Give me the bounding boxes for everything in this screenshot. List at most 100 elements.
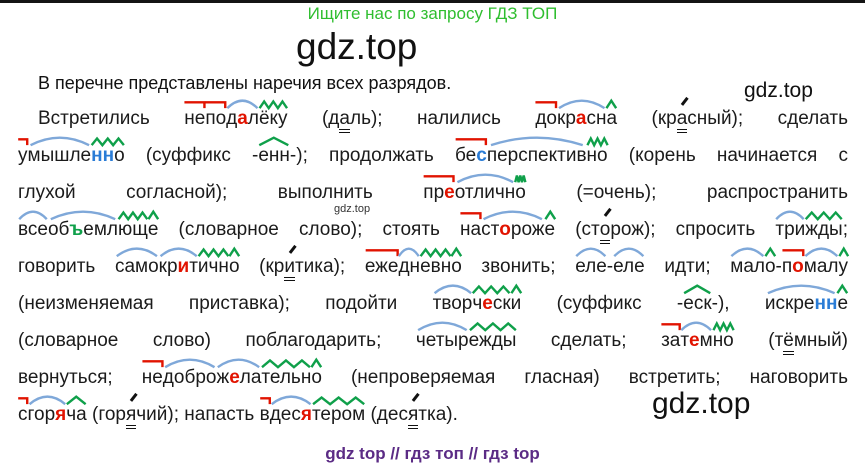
root-morpheme-mark-icon <box>730 247 765 257</box>
text-segment: (корень начинается с <box>607 145 849 166</box>
text-segment: (гор <box>86 404 126 425</box>
morpheme-segment: тером <box>312 404 365 426</box>
morpheme-segment: ежды <box>469 330 516 352</box>
morpheme-segment: о <box>765 256 776 278</box>
morpheme-segment: отличн <box>455 182 515 204</box>
morpheme-segment: дал <box>226 108 259 130</box>
letter-group: ж <box>216 367 230 388</box>
letter-group: дес <box>269 404 301 425</box>
root-morpheme-mark-icon <box>270 395 312 405</box>
morpheme-segment: ча <box>66 404 87 426</box>
text-segment: Встретились <box>38 108 185 129</box>
letter-group: сн <box>586 108 607 129</box>
morpheme-segment: еле <box>575 256 607 278</box>
morpheme-segment: и <box>511 293 521 315</box>
highlighted-letter: е <box>229 367 240 388</box>
morpheme-segment: жела <box>216 367 261 389</box>
highlighted-letter: и <box>177 256 190 277</box>
morpheme-segment: о <box>311 367 322 389</box>
highlighted-letter: с <box>476 145 487 166</box>
morpheme-segment: ичн <box>198 256 229 278</box>
text-segment: сный); сделать <box>687 108 848 129</box>
morpheme-segment: а <box>339 108 350 133</box>
letter-group: кр <box>158 256 178 277</box>
morpheme-segment: перспектив <box>487 145 587 167</box>
morpheme-segment: добро <box>163 367 216 389</box>
letter-group: искре <box>764 293 815 314</box>
text-segment: (=очень); распространить <box>525 182 848 203</box>
root-morpheme-mark-icon <box>28 136 92 146</box>
letter-group: т <box>189 256 198 277</box>
morpheme-segment: красн <box>557 108 606 130</box>
highlighted-letter: а <box>575 108 587 129</box>
text-segment: звонить; <box>461 256 576 277</box>
morpheme-segment: и <box>284 256 295 281</box>
morpheme-segment: а <box>606 108 617 130</box>
morpheme-segment: четыр <box>416 330 469 352</box>
highlighted-letter: е <box>482 293 493 314</box>
root-morpheme-mark-icon <box>416 321 469 331</box>
morpheme-segment: мал <box>730 256 765 278</box>
pre-morpheme-mark-icon <box>18 136 28 146</box>
morpheme-segment: жды <box>805 219 843 241</box>
morpheme-segment: три <box>775 219 805 241</box>
morpheme-segment: с <box>18 404 28 426</box>
zig-morpheme-mark-icon <box>587 136 608 146</box>
morpheme-segment: не <box>142 367 163 389</box>
suf-morpheme-mark-icon <box>148 210 159 220</box>
text-segment: (кр <box>239 256 285 277</box>
suf-morpheme-mark-icon <box>451 247 462 257</box>
morpheme-segment: пре <box>423 182 455 204</box>
text-segment: - <box>606 256 614 277</box>
morpheme-segment: о <box>515 182 526 204</box>
zig-morpheme-mark-icon <box>713 321 734 331</box>
root-morpheme-mark-icon <box>765 284 838 294</box>
letter-group: ск <box>492 293 511 314</box>
highlighted-letter: ъ <box>69 219 84 240</box>
root-morpheme-mark-icon <box>48 210 118 220</box>
suf-morpheme-mark-icon <box>683 284 711 294</box>
morpheme-segment: о <box>229 256 240 278</box>
root-morpheme-mark-icon <box>487 136 587 146</box>
text-segment: (д <box>287 108 340 129</box>
root-morpheme-mark-icon <box>804 247 839 257</box>
pre-morpheme-mark-icon <box>661 321 680 331</box>
text-segment: -); продолжать <box>289 145 455 166</box>
zig-morpheme-mark-icon <box>259 99 288 109</box>
morpheme-segment: я <box>407 404 419 429</box>
promo-banner: Ищите нас по запросу ГДЗ ТОП <box>307 4 558 23</box>
letter-group: ст <box>481 219 500 240</box>
morpheme-segment: по <box>205 108 226 130</box>
answer-text: Встретились не по дал ёку (даль); налились … <box>18 100 848 433</box>
morpheme-segment: за <box>661 330 680 352</box>
root-morpheme-mark-icon <box>433 284 473 294</box>
zig-morpheme-mark-icon <box>261 358 311 368</box>
morpheme-segment: ющ <box>118 219 148 241</box>
pre-morpheme-mark-icon <box>205 99 226 109</box>
root-morpheme-mark-icon <box>557 99 606 109</box>
root-morpheme-mark-icon <box>680 321 712 331</box>
letter-group: кр <box>557 108 576 129</box>
text-line: (словарное слово) поблагодарить; четыр еж… <box>18 322 848 359</box>
text-segment: (неизменяемая приставка); подойти <box>18 293 433 314</box>
morpheme-segment: объемл <box>48 219 118 241</box>
morpheme-segment: нно <box>91 145 125 167</box>
highlighted-letter: нн <box>91 145 115 166</box>
pre-morpheme-mark-icon <box>260 395 270 405</box>
text-segment: -), <box>711 293 765 314</box>
morpheme-segment: на <box>460 219 481 241</box>
suf-morpheme-mark-icon <box>545 210 556 220</box>
text-segment: (словарное слово) поблагодарить; <box>18 330 416 351</box>
root-morpheme-mark-icon <box>115 247 159 257</box>
letter-group: ла <box>239 367 262 388</box>
zig-morpheme-mark-icon <box>118 210 148 220</box>
letter-group: п <box>781 256 793 277</box>
morpheme-segment: мышле <box>28 145 91 167</box>
zig-morpheme-mark-icon <box>91 136 125 146</box>
root-morpheme-mark-icon <box>455 173 516 183</box>
suf-morpheme-mark-icon <box>837 284 848 294</box>
morpheme-segment: бес <box>455 145 487 167</box>
highlighted-letter: я <box>55 404 67 425</box>
suf-morpheme-mark-icon <box>839 247 849 257</box>
